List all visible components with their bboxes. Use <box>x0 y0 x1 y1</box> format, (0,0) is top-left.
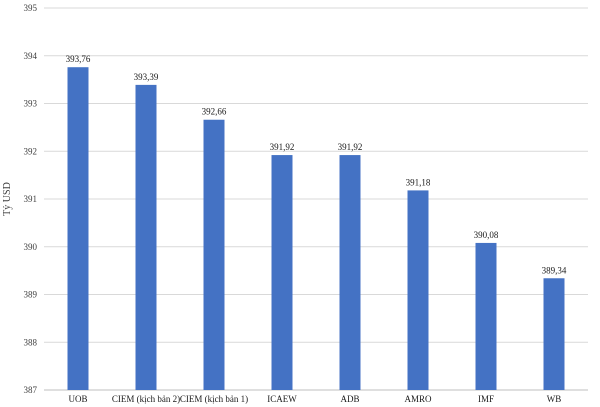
data-label: 389,34 <box>542 265 567 275</box>
bar <box>271 155 293 390</box>
data-label: 391,92 <box>270 142 295 152</box>
y-tick-label: 392 <box>24 146 38 156</box>
category-label: UOB <box>68 394 87 404</box>
y-axis-tick-labels: 387 388 389 390 391 392 393 394 395 <box>24 3 38 395</box>
category-label: AMRO <box>404 394 432 404</box>
y-tick-label: 388 <box>24 337 38 347</box>
data-label: 393,39 <box>134 72 159 82</box>
data-label: 392,66 <box>202 107 227 117</box>
category-label: WB <box>547 394 562 404</box>
category-label: ICAEW <box>267 394 297 404</box>
category-label: ADB <box>340 394 359 404</box>
y-axis-title: Tỷ USD <box>2 182 13 216</box>
category-label: CIEM (kịch bản 1) <box>180 394 248 404</box>
category-labels: UOB CIEM (kịch bản 2) CIEM (kịch bản 1) ICA… <box>68 394 561 404</box>
y-tick-label: 389 <box>24 290 38 300</box>
data-label: 393,76 <box>66 54 91 64</box>
bar <box>203 119 225 391</box>
data-label: 391,18 <box>406 177 431 187</box>
bar <box>543 278 565 390</box>
data-label: 391,92 <box>338 142 363 152</box>
gridlines <box>44 7 588 391</box>
data-label: 390,08 <box>474 230 499 240</box>
y-tick-label: 393 <box>24 99 38 109</box>
category-label: IMF <box>478 394 494 404</box>
bar <box>67 67 89 391</box>
category-label: CIEM (kịch bản 2) <box>112 394 180 404</box>
y-tick-label: 387 <box>24 385 38 395</box>
bar <box>407 190 429 390</box>
bar <box>339 155 361 390</box>
bars <box>67 67 565 391</box>
data-labels: 393,76 393,39 392,66 391,92 391,92 391,18 390,… <box>66 54 567 275</box>
bar <box>135 84 157 390</box>
y-tick-label: 391 <box>24 194 38 204</box>
bar <box>475 242 497 390</box>
y-tick-label: 390 <box>24 242 38 252</box>
y-tick-label: 395 <box>24 3 38 13</box>
y-tick-label: 394 <box>24 51 38 61</box>
